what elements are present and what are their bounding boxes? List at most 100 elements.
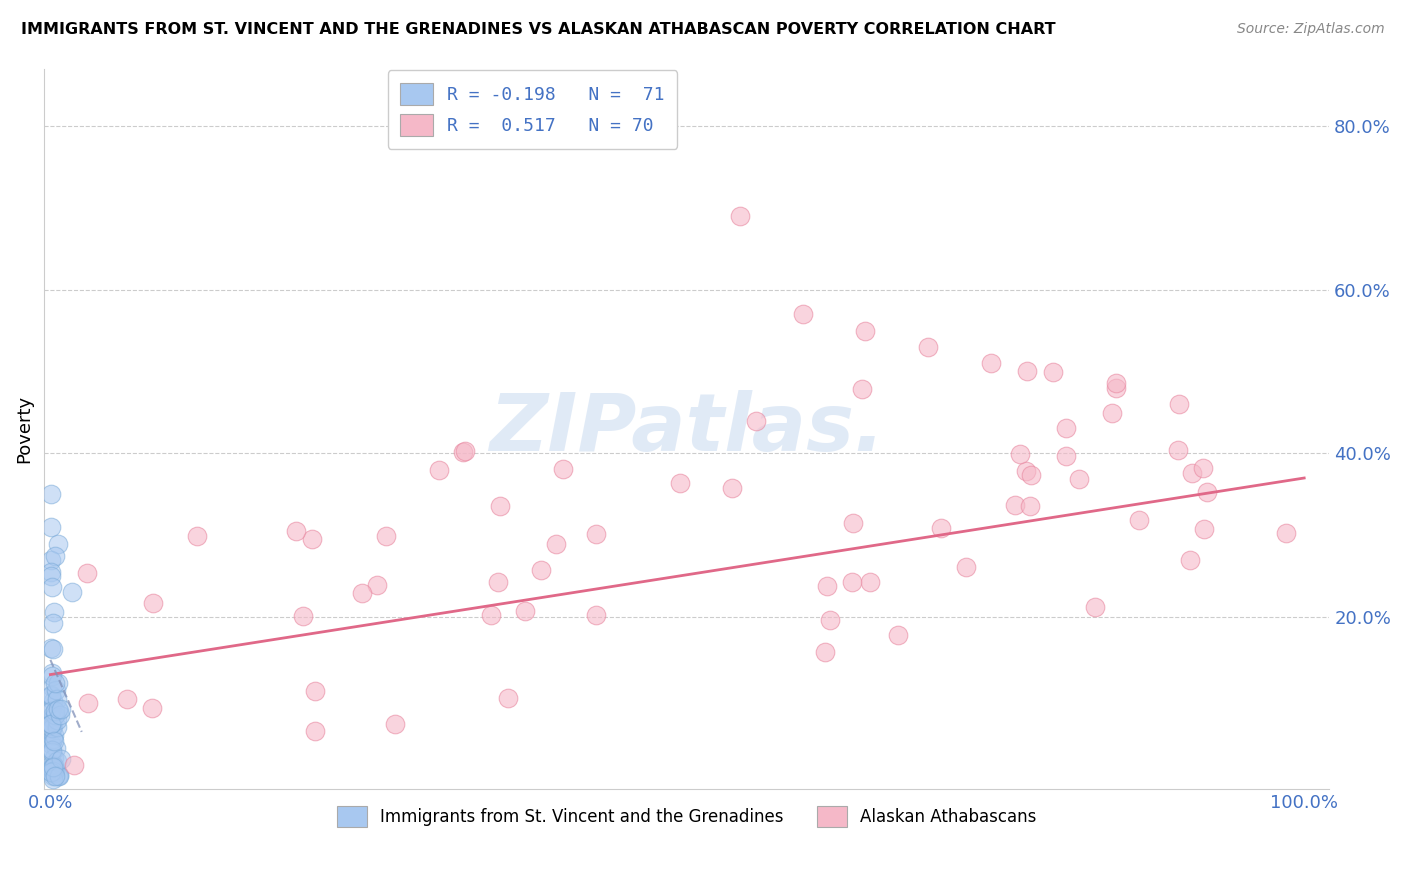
Point xyxy=(721,481,744,495)
Point xyxy=(41,680,63,694)
Point xyxy=(39,689,62,703)
Point xyxy=(859,574,882,589)
Point xyxy=(39,757,62,772)
Point xyxy=(46,713,69,727)
Point xyxy=(41,640,63,655)
Point xyxy=(42,615,65,630)
Point xyxy=(49,752,72,766)
Point xyxy=(41,769,63,783)
Point xyxy=(544,537,567,551)
Point xyxy=(42,734,65,748)
Text: ZIPatlas.: ZIPatlas. xyxy=(489,390,884,468)
Point xyxy=(39,765,62,780)
Point xyxy=(1054,449,1077,463)
Point xyxy=(60,584,83,599)
Point xyxy=(44,763,66,777)
Point xyxy=(42,719,65,733)
Point xyxy=(63,757,86,772)
Point xyxy=(1019,499,1042,513)
Point xyxy=(44,704,66,718)
Point xyxy=(291,608,314,623)
Point xyxy=(1167,397,1189,411)
Point xyxy=(1128,513,1150,527)
Point xyxy=(39,717,62,731)
Point xyxy=(451,444,474,458)
Point xyxy=(980,356,1002,370)
Point xyxy=(1054,421,1077,435)
Point xyxy=(1167,443,1189,458)
Point xyxy=(48,767,70,781)
Point xyxy=(841,575,863,590)
Point xyxy=(41,553,63,567)
Point xyxy=(41,668,63,682)
Point xyxy=(301,532,323,546)
Point xyxy=(42,759,65,773)
Point xyxy=(1192,461,1215,475)
Point xyxy=(585,527,607,541)
Point xyxy=(141,700,163,714)
Point xyxy=(1019,468,1042,483)
Point xyxy=(496,691,519,706)
Point xyxy=(366,578,388,592)
Point xyxy=(955,560,977,574)
Point xyxy=(44,708,66,723)
Point xyxy=(42,764,65,779)
Point xyxy=(45,754,67,768)
Point xyxy=(42,728,65,742)
Point xyxy=(42,757,65,772)
Point xyxy=(1017,364,1039,378)
Point xyxy=(44,605,66,619)
Point xyxy=(41,700,63,714)
Point xyxy=(285,524,308,538)
Text: IMMIGRANTS FROM ST. VINCENT AND THE GRENADINES VS ALASKAN ATHABASCAN POVERTY COR: IMMIGRANTS FROM ST. VINCENT AND THE GREN… xyxy=(21,22,1056,37)
Point xyxy=(41,580,63,594)
Point xyxy=(486,575,509,590)
Point xyxy=(39,733,62,747)
Point xyxy=(44,676,66,690)
Point xyxy=(489,499,512,513)
Point xyxy=(853,324,876,338)
Point xyxy=(44,769,66,783)
Point xyxy=(1083,599,1105,614)
Point xyxy=(1042,365,1064,379)
Point xyxy=(41,722,63,736)
Point xyxy=(48,769,70,783)
Point xyxy=(1105,381,1128,395)
Point xyxy=(44,549,66,563)
Point xyxy=(45,682,67,697)
Point xyxy=(820,614,842,628)
Point xyxy=(1181,466,1204,480)
Point xyxy=(41,706,63,721)
Point xyxy=(374,529,396,543)
Point xyxy=(1004,498,1026,512)
Y-axis label: Poverty: Poverty xyxy=(15,395,32,463)
Point xyxy=(851,383,873,397)
Legend: Immigrants from St. Vincent and the Grenadines, Alaskan Athabascans: Immigrants from St. Vincent and the Gren… xyxy=(329,798,1045,835)
Point xyxy=(42,765,65,780)
Point xyxy=(813,645,835,659)
Point xyxy=(931,521,953,535)
Point xyxy=(479,608,502,623)
Point xyxy=(46,702,69,716)
Point xyxy=(186,529,208,543)
Point xyxy=(304,724,326,739)
Point xyxy=(1105,376,1128,390)
Point xyxy=(42,772,65,786)
Point xyxy=(585,607,607,622)
Point xyxy=(42,732,65,747)
Point xyxy=(39,569,62,583)
Point xyxy=(887,628,910,642)
Point xyxy=(551,462,574,476)
Point xyxy=(42,751,65,765)
Point xyxy=(427,463,450,477)
Point xyxy=(41,694,63,708)
Point xyxy=(41,712,63,726)
Point xyxy=(39,705,62,719)
Point xyxy=(41,737,63,751)
Point xyxy=(41,745,63,759)
Point xyxy=(42,731,65,746)
Point xyxy=(1069,472,1091,486)
Point xyxy=(42,760,65,774)
Point xyxy=(48,769,70,783)
Point xyxy=(728,209,751,223)
